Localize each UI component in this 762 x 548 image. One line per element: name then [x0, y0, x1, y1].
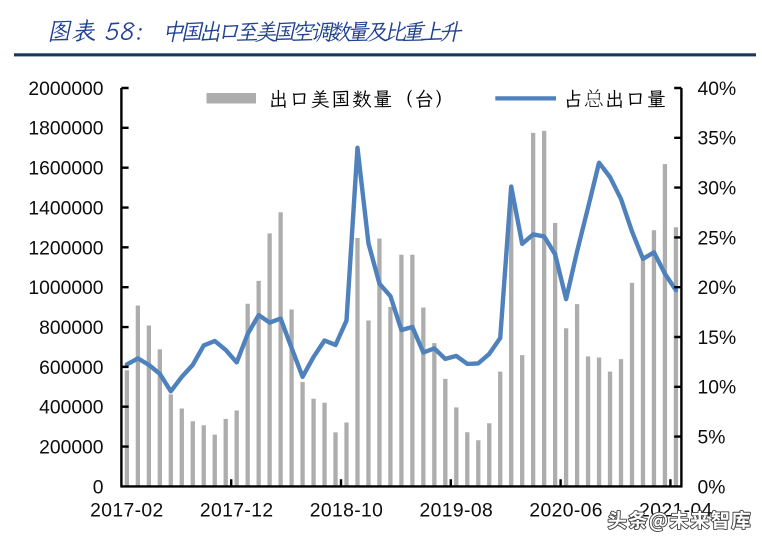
svg-text:10%: 10%: [698, 378, 737, 399]
svg-text:2017-02: 2017-02: [90, 501, 164, 522]
svg-text:400000: 400000: [39, 398, 103, 419]
svg-text:1000000: 1000000: [28, 278, 103, 299]
svg-text:800000: 800000: [39, 318, 103, 339]
svg-text:5%: 5%: [698, 428, 726, 449]
svg-text:40%: 40%: [698, 79, 737, 100]
svg-text:2020-06: 2020-06: [529, 501, 603, 522]
svg-text:1200000: 1200000: [28, 238, 103, 259]
svg-text:200000: 200000: [39, 437, 103, 458]
svg-text:2019-08: 2019-08: [420, 501, 494, 522]
svg-text:1400000: 1400000: [28, 198, 103, 219]
svg-text:2018-10: 2018-10: [310, 501, 384, 522]
svg-text:35%: 35%: [698, 129, 737, 150]
svg-text:30%: 30%: [698, 179, 737, 200]
svg-text:0: 0: [93, 477, 104, 498]
svg-text:1800000: 1800000: [28, 119, 103, 140]
svg-text:2000000: 2000000: [28, 79, 103, 100]
svg-text:0%: 0%: [698, 477, 726, 498]
svg-text:25%: 25%: [698, 228, 737, 249]
svg-text:600000: 600000: [39, 358, 103, 379]
svg-text:20%: 20%: [698, 278, 737, 299]
svg-text:2017-12: 2017-12: [200, 501, 274, 522]
svg-text:15%: 15%: [698, 328, 737, 349]
svg-text:1600000: 1600000: [28, 159, 103, 180]
